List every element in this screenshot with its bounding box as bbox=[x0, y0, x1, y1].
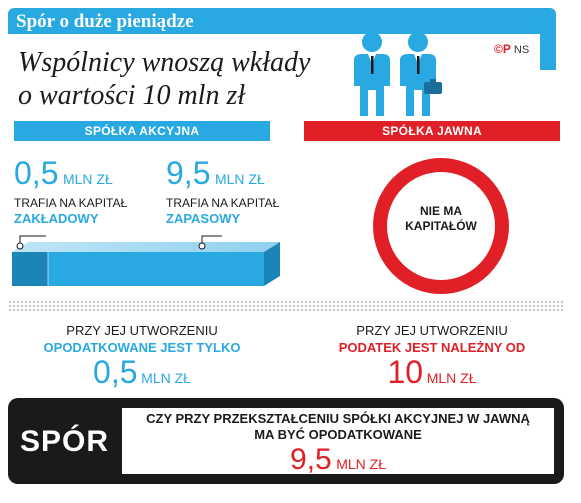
left-bottom: PRZY JEJ UTWORZENIU OPODATKOWANE JEST TY… bbox=[14, 323, 270, 395]
capital-slab-illustration bbox=[12, 235, 280, 286]
dispute-unit: MLN ZŁ bbox=[336, 456, 386, 472]
brand-initials: NS bbox=[513, 44, 530, 56]
no-capital-text: NIE MA KAPITAŁÓW bbox=[373, 204, 509, 234]
label-spolka-akcyjna: SPÓŁKA AKCYJNA bbox=[14, 121, 270, 141]
right-bottom-line2: PODATEK JEST NALEŻNY OD bbox=[338, 340, 526, 355]
headline: Wspólnicy wnoszą wkłady o wartości 10 ml… bbox=[18, 46, 348, 112]
left-item1: 0,5 MLN ZŁ TRAFIA NA KAPITAŁ ZAKŁADOWY bbox=[14, 156, 127, 226]
left-bottom-unit: MLN ZŁ bbox=[141, 370, 191, 386]
brand-logo: ©P bbox=[494, 42, 511, 56]
left-item2-highlight: ZAPASOWY bbox=[166, 211, 241, 226]
businessmen-illustration bbox=[354, 32, 442, 116]
brand-mark: ©P NS bbox=[494, 42, 529, 56]
dispute-label: SPÓR bbox=[20, 425, 110, 458]
left-item1-unit: MLN ZŁ bbox=[62, 171, 113, 187]
headline-line2: o wartości 10 mln zł bbox=[18, 80, 246, 111]
left-item2: 9,5 MLN ZŁ TRAFIA NA KAPITAŁ ZAPASOWY bbox=[166, 156, 279, 226]
right-bottom-line1: PRZY JEJ UTWORZENIU bbox=[356, 323, 508, 338]
dispute-line2: MA BYĆ OPODATKOWANE bbox=[254, 427, 422, 442]
right-bottom-value: 10 bbox=[387, 354, 424, 390]
header-bar bbox=[8, 8, 556, 34]
dispute-question-box: CZY PRZY PRZEKSZTAŁCENIU SPÓŁKI AKCYJNEJ… bbox=[122, 408, 554, 476]
no-capital-line1: NIE MA bbox=[420, 204, 462, 218]
label-spolka-jawna: SPÓŁKA JAWNA bbox=[304, 121, 560, 141]
right-bottom-unit: MLN ZŁ bbox=[426, 370, 477, 386]
header-title: Spór o duże pieniądze bbox=[16, 11, 194, 32]
left-bottom-value: 0,5 bbox=[93, 354, 138, 390]
no-capital-line2: KAPITAŁÓW bbox=[405, 219, 477, 233]
left-item2-unit: MLN ZŁ bbox=[214, 171, 265, 187]
dispute-line1: CZY PRZY PRZEKSZTAŁCENIU SPÓŁKI AKCYJNEJ… bbox=[146, 411, 530, 426]
headline-line1: Wspólnicy wnoszą wkłady bbox=[18, 47, 311, 78]
left-item2-text: TRAFIA NA KAPITAŁ bbox=[166, 196, 280, 210]
left-bottom-line2: OPODATKOWANE JEST TYLKO bbox=[43, 340, 241, 355]
left-bottom-line1: PRZY JEJ UTWORZENIU bbox=[66, 323, 218, 338]
left-item1-value: 0,5 bbox=[14, 155, 59, 191]
dispute-value: 9,5 bbox=[290, 443, 332, 476]
right-bottom: PRZY JEJ UTWORZENIU PODATEK JEST NALEŻNY… bbox=[304, 323, 560, 395]
left-item1-highlight: ZAKŁADOWY bbox=[14, 211, 99, 226]
dotted-separator bbox=[8, 300, 564, 312]
left-item2-value: 9,5 bbox=[166, 155, 211, 191]
header-notch bbox=[540, 34, 556, 70]
left-item1-text: TRAFIA NA KAPITAŁ bbox=[14, 196, 128, 210]
